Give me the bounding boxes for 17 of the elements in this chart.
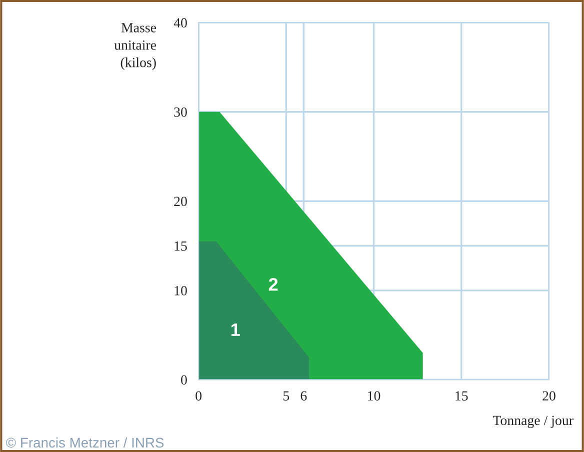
x-tick-label: 5 — [283, 391, 290, 401]
series-label: 2 — [268, 278, 278, 291]
series-label: 1 — [231, 324, 240, 336]
x-tick-label: 15 — [456, 391, 468, 401]
y-tick-label: 30 — [174, 107, 187, 117]
y-tick-label: 15 — [174, 241, 187, 251]
y-tick-label: 0 — [181, 375, 187, 385]
x-tick-label: 6 — [300, 391, 307, 401]
y-tick-label: 10 — [174, 286, 187, 296]
x-tick-label: 20 — [542, 391, 556, 401]
y-tick-label: 20 — [174, 196, 187, 206]
x-tick-label: 10 — [368, 391, 380, 401]
y-axis-title: Masse unitaire (kilos) — [114, 23, 156, 70]
text: © Francis Metzner / INRS — [6, 437, 164, 448]
x-axis-title: Tonnage / jour — [492, 416, 574, 428]
y-tick-label: 40 — [174, 18, 187, 28]
x-tick-label: 0 — [196, 391, 202, 401]
